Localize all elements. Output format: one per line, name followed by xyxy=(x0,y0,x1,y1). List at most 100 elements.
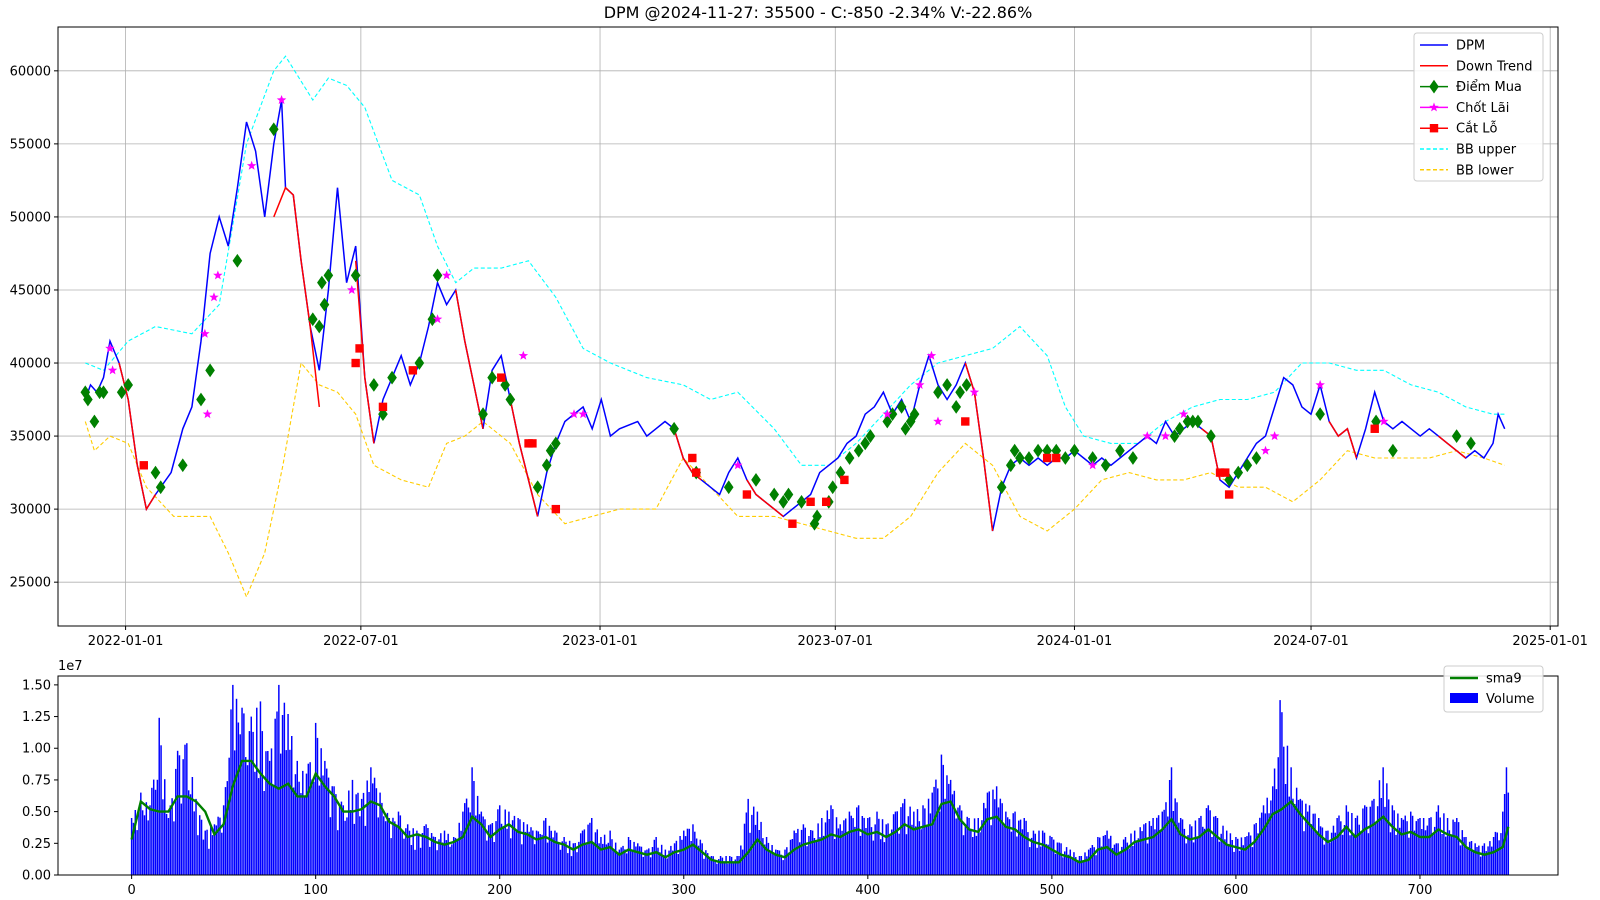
volume-bar xyxy=(848,811,851,875)
volume-bar xyxy=(833,839,836,875)
volume-bar xyxy=(716,863,718,875)
buy-point-marker xyxy=(1206,429,1216,443)
buy-point-marker xyxy=(545,443,556,458)
volume-bar xyxy=(1156,817,1158,875)
volume-bar xyxy=(1045,844,1048,875)
volume-bar xyxy=(1016,836,1018,875)
volume-bar xyxy=(377,817,379,875)
volume-bar xyxy=(561,841,564,875)
volume-bar xyxy=(933,786,935,875)
volume-bar xyxy=(405,828,407,875)
volume-bar xyxy=(162,799,164,875)
volume-bar xyxy=(1240,837,1243,875)
series-line-down-trend xyxy=(746,479,784,517)
buy-point-marker xyxy=(205,363,215,378)
volume-bar xyxy=(896,811,898,875)
volume-bar xyxy=(342,805,345,875)
volume-bar xyxy=(434,837,437,875)
volume-bar xyxy=(620,847,622,875)
volume-bar xyxy=(281,715,284,875)
volume-legend: sma9 Volume xyxy=(1443,665,1544,713)
take-profit-marker xyxy=(1142,431,1152,441)
volume-bar xyxy=(1021,829,1024,875)
volume-bar xyxy=(1404,815,1406,875)
take-profit-marker xyxy=(569,409,579,419)
volume-bar xyxy=(1286,745,1289,875)
volume-bar xyxy=(355,794,357,875)
volume-bar xyxy=(557,843,560,875)
volume-bar xyxy=(589,822,591,875)
volume-bar xyxy=(386,812,389,875)
volume-bar xyxy=(668,850,670,875)
volume-bar xyxy=(686,828,689,875)
volume-bar xyxy=(659,852,661,875)
volume-bar xyxy=(706,853,709,875)
volume-bar xyxy=(138,809,140,875)
buy-point-marker xyxy=(1115,443,1125,458)
volume-bar xyxy=(568,840,571,875)
volume-bar xyxy=(154,789,157,875)
volume-bar xyxy=(944,798,946,875)
volume-bar xyxy=(165,813,168,875)
volume-bar xyxy=(279,753,282,875)
volume-bar xyxy=(1069,849,1071,875)
volume-bar xyxy=(583,829,586,875)
price-plot-area xyxy=(84,55,1506,599)
volume-bar xyxy=(646,849,648,875)
volume-bar xyxy=(1500,833,1502,875)
volume-bar xyxy=(456,839,459,875)
volume-bar xyxy=(1456,818,1458,875)
price-y-tick-label: 35000 xyxy=(10,430,51,445)
volume-bar xyxy=(1437,805,1440,875)
volume-bar xyxy=(1364,805,1366,875)
volume-bar xyxy=(349,810,352,875)
volume-bar xyxy=(511,820,514,875)
volume-bar xyxy=(1211,837,1213,875)
volume-bar xyxy=(671,850,674,875)
volume-bar xyxy=(810,830,812,875)
volume-bar xyxy=(390,838,392,875)
volume-bar xyxy=(815,841,818,875)
volume-bar xyxy=(202,839,205,875)
volume-bar xyxy=(1327,830,1329,875)
volume-bar xyxy=(1106,830,1108,875)
volume-bar xyxy=(714,860,716,875)
volume-bar xyxy=(187,790,190,875)
volume-bar xyxy=(1441,834,1443,875)
volume-bar xyxy=(1038,830,1040,875)
volume-bar xyxy=(1167,816,1169,875)
volume-bar xyxy=(614,842,617,875)
volume-bar xyxy=(1283,746,1285,875)
volume-bar xyxy=(721,857,724,875)
volume-bar xyxy=(1503,794,1506,875)
buy-point-marker xyxy=(350,268,361,283)
volume-y-tick-label: 0.75 xyxy=(22,773,51,788)
volume-bar xyxy=(495,821,497,875)
volume-bar xyxy=(1433,826,1436,875)
volume-bar xyxy=(962,835,965,875)
volume-bar xyxy=(1444,836,1447,875)
volume-bar xyxy=(752,806,755,875)
volume-bar xyxy=(1474,843,1476,875)
volume-bar xyxy=(1006,817,1009,875)
volume-bar xyxy=(705,850,707,875)
volume-bar xyxy=(1281,712,1283,875)
volume-bar xyxy=(320,748,322,875)
take-profit-marker xyxy=(926,350,937,360)
volume-bar xyxy=(1421,829,1423,875)
buy-point-marker xyxy=(1128,451,1138,465)
volume-bar xyxy=(1465,837,1467,875)
volume-bar xyxy=(1329,842,1331,875)
volume-bar xyxy=(1154,829,1156,875)
legend-label: sma9 xyxy=(1486,672,1522,687)
volume-bar xyxy=(865,828,867,875)
buy-point-marker xyxy=(414,356,425,370)
volume-bar xyxy=(997,807,1000,875)
volume-bar xyxy=(607,842,610,875)
volume-bar xyxy=(408,830,411,875)
volume-bar xyxy=(1249,835,1252,875)
volume-bar xyxy=(804,827,806,875)
volume-bar xyxy=(1262,805,1265,875)
volume-bar xyxy=(1338,815,1340,875)
